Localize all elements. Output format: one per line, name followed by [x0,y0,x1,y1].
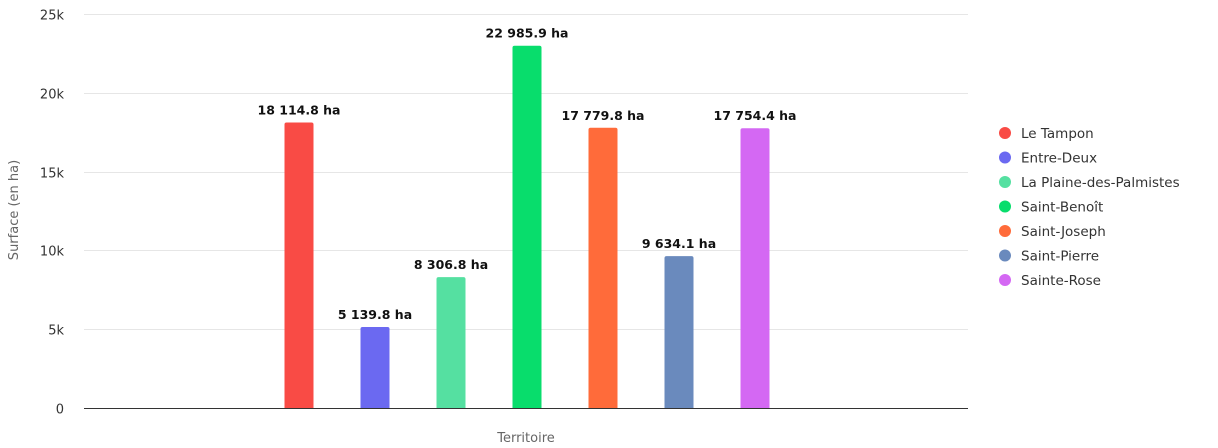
y-tick-label: 15k [40,167,65,182]
y-tick-label: 0 [56,403,64,418]
bar-value-label: 18 114.8 ha [258,103,341,118]
data-labels: 18 114.8 ha 5 139.8 ha 8 306.8 ha 22 985.9 … [258,26,797,322]
bar[interactable] [588,127,618,409]
legend-item[interactable]: Saint-Joseph [999,224,1106,240]
legend-item[interactable]: La Plaine-des-Palmistes [999,175,1180,191]
bar-value-label: 5 139.8 ha [338,307,412,322]
bar[interactable] [512,45,542,408]
bar-value-label: 8 306.8 ha [414,257,488,272]
legend-label: Entre-Deux [1021,151,1097,167]
legend-marker [999,225,1011,237]
legend-marker [999,249,1011,262]
bar-value-label: 22 985.9 ha [486,26,569,41]
legend-label: Le Tampon [1021,126,1094,142]
y-tick-label: 5k [48,324,64,339]
legend-label: Saint-Benoît [1021,200,1103,216]
x-axis-title: Territoire [496,431,555,446]
legend-marker [999,176,1011,188]
y-tick-label: 10k [40,245,65,260]
legend-item[interactable]: Saint-Pierre [999,249,1099,265]
y-tick-label: 20k [40,88,65,103]
legend: Le Tampon Entre-Deux La Plaine-des-Palmist… [999,126,1180,289]
legend-label: Saint-Joseph [1021,224,1106,240]
legend-item[interactable]: Entre-Deux [999,151,1097,167]
y-tick-label: 25k [40,9,65,24]
legend-label: La Plaine-des-Palmistes [1021,175,1180,191]
legend-marker [999,151,1011,164]
bar[interactable] [740,128,770,408]
legend-label: Saint-Pierre [1021,249,1099,265]
bar-value-label: 17 779.8 ha [562,108,645,123]
legend-label: Sainte-Rose [1021,273,1101,289]
legend-item[interactable]: Sainte-Rose [999,273,1101,289]
bar[interactable] [360,326,390,408]
bar-value-label: 9 634.1 ha [642,236,716,251]
legend-marker [999,274,1011,286]
y-axis-ticks: 0 5k 10k 15k 20k 25k [40,9,65,418]
y-axis-title: Surface (en ha) [7,160,22,260]
bar[interactable] [664,256,694,408]
bar-value-label: 17 754.4 ha [714,108,797,123]
bar[interactable] [436,277,466,408]
bars [284,45,770,409]
legend-marker [999,200,1011,213]
legend-item[interactable]: Le Tampon [999,126,1094,142]
bar[interactable] [284,122,314,409]
legend-marker [999,127,1011,139]
legend-item[interactable]: Saint-Benoît [999,200,1103,216]
